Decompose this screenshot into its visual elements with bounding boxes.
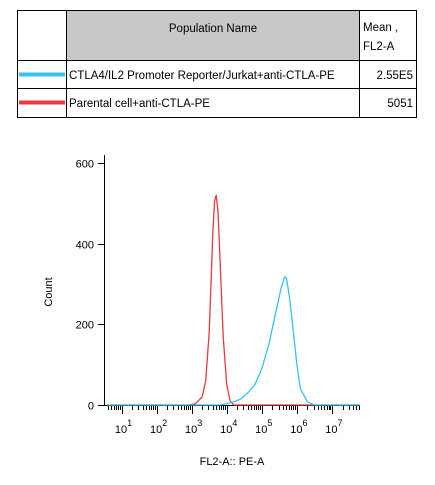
- x-tick-label: 102: [150, 418, 167, 436]
- legend-table: Population Name Mean , FL2-A CTLA4/IL2 P…: [17, 10, 417, 118]
- x-tick-label: 107: [325, 418, 342, 436]
- y-tick-label: 600: [76, 159, 94, 171]
- histogram-chart: 0 200 400 600 101 102 103 104 105 106 107 Count F…: [0, 140, 435, 485]
- y-tick-label: 400: [76, 240, 94, 252]
- series-line-parental: [107, 194, 360, 406]
- x-tick-label: 103: [185, 418, 202, 436]
- x-tick-label: 106: [290, 418, 307, 436]
- series-line-reporter: [107, 276, 360, 406]
- y-tick-label: 200: [76, 320, 94, 332]
- x-tick-label: 101: [115, 418, 132, 436]
- y-tick-label: 0: [88, 401, 94, 413]
- legend-value-reporter: 2.55E5: [377, 70, 413, 82]
- x-axis-title: FL2-A:: PE-A: [200, 456, 265, 468]
- header-fl2a-label: FL2-A: [363, 41, 395, 53]
- header-population-name: Population Name: [169, 23, 257, 35]
- x-tick-label: 105: [255, 418, 272, 436]
- series-layer: [107, 194, 360, 406]
- x-tick-label: 104: [220, 418, 237, 436]
- legend-table-svg: Population Name Mean , FL2-A CTLA4/IL2 P…: [17, 10, 417, 118]
- legend-name-parental: Parental cell+anti-CTLA-PE: [69, 98, 210, 110]
- legend-name-reporter: CTLA4/IL2 Promoter Reporter/Jurkat+anti-…: [69, 70, 335, 82]
- y-axis-title: Count: [43, 277, 55, 306]
- header-name-cell: [66, 10, 360, 61]
- x-axis-ticks: 101 102 103 104 105 106 107: [108, 405, 360, 436]
- header-mean-label: Mean ,: [363, 22, 398, 34]
- legend-value-parental: 5051: [387, 98, 413, 110]
- histogram-svg: 0 200 400 600 101 102 103 104 105 106 107 Count F…: [43, 155, 360, 468]
- header-stat-cell: [359, 10, 417, 61]
- y-axis-ticks: 0 200 400 600: [76, 159, 104, 413]
